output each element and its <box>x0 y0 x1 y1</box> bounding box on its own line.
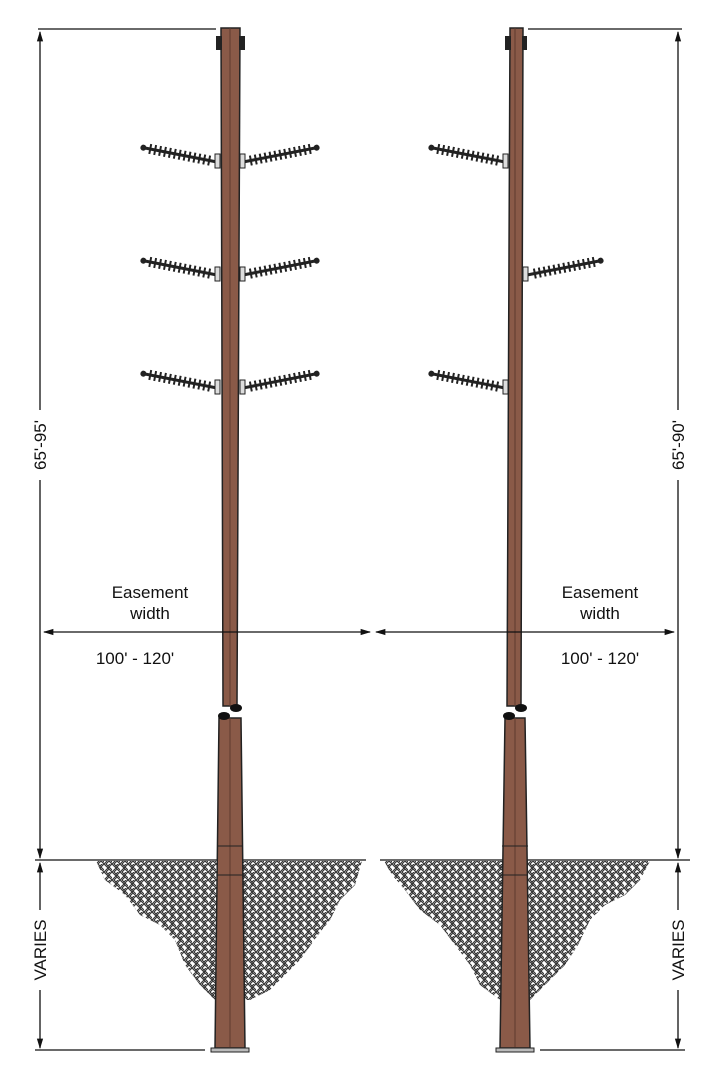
left-depth-label: VARIES <box>31 919 50 980</box>
insulator <box>137 253 220 282</box>
left-insulators <box>137 140 323 395</box>
insulator <box>137 366 220 395</box>
left-easement-label-line1: Easement <box>112 583 189 602</box>
insulator <box>425 366 508 395</box>
right-easement-label-line1: Easement <box>562 583 639 602</box>
left-easement-label-line2: width <box>129 604 170 623</box>
left-easement-value: 100' - 120' <box>96 649 174 668</box>
right-easement-label-line2: width <box>579 604 620 623</box>
right-height-label: 65'-90' <box>669 420 688 470</box>
insulator <box>240 366 323 395</box>
right-insulators <box>425 140 607 395</box>
left-structure: 65'-95' VARIES Easement width 100' - 120… <box>31 27 372 1053</box>
right-structure: 65'-90' VARIES Easement width 100' - 120… <box>374 27 690 1053</box>
insulator <box>524 253 607 282</box>
insulator <box>240 140 323 169</box>
right-depth-label: VARIES <box>669 919 688 980</box>
insulator <box>137 140 220 169</box>
right-easement-value: 100' - 120' <box>561 649 639 668</box>
left-pole <box>210 27 250 1053</box>
right-pole <box>495 27 535 1053</box>
left-height-label: 65'-95' <box>31 420 50 470</box>
insulator <box>240 253 323 282</box>
insulator <box>425 140 508 169</box>
